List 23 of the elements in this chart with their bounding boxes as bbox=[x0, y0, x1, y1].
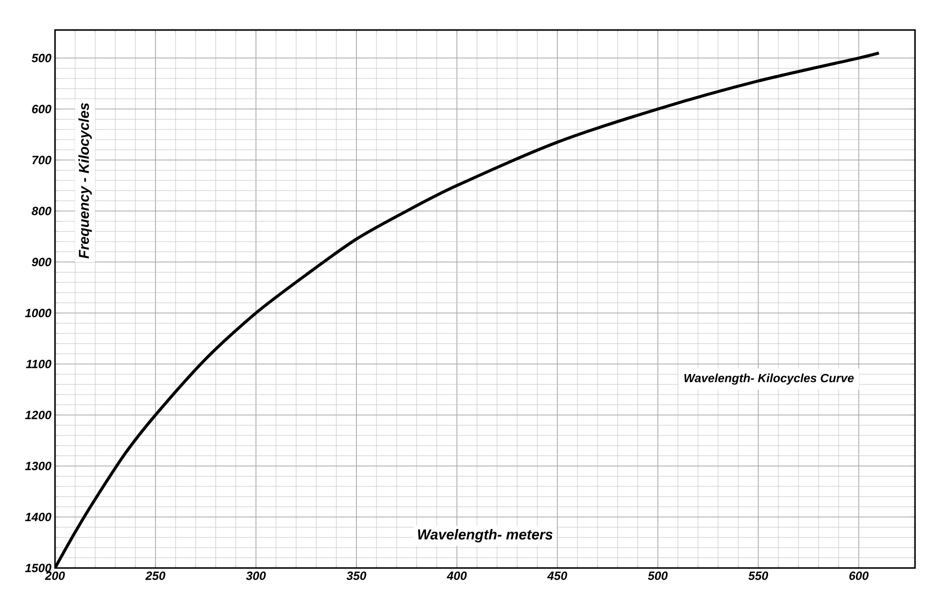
y-tick-label: 1500 bbox=[25, 564, 52, 572]
x-axis-title: Wavelength- meters bbox=[418, 529, 553, 542]
x-tick-label: 500 bbox=[648, 572, 668, 580]
x-tick-label: 300 bbox=[246, 572, 266, 580]
x-tick-label: 400 bbox=[446, 572, 467, 580]
y-tick-label: 1400 bbox=[25, 512, 52, 522]
x-tick-label: 600 bbox=[849, 572, 869, 580]
y-tick-label: 700 bbox=[32, 156, 52, 164]
y-tick-label: 1200 bbox=[25, 410, 52, 420]
x-tick-label: 250 bbox=[145, 572, 166, 580]
text: Wavelength- Kilocycles Curve bbox=[684, 374, 854, 385]
y-tick-label: 600 bbox=[32, 104, 52, 114]
y-tick-label: 1000 bbox=[25, 308, 52, 318]
y-tick-label: 800 bbox=[32, 206, 52, 216]
y-tick-label: 1300 bbox=[25, 462, 52, 470]
x-tick-label: 350 bbox=[346, 572, 366, 580]
y-tick-label: 500 bbox=[32, 54, 52, 62]
x-tick-label: 550 bbox=[748, 572, 768, 580]
y-tick-label: 900 bbox=[32, 258, 52, 266]
y-axis-title: Frequency - Kilocycles bbox=[78, 103, 92, 259]
x-tick-label: 450 bbox=[547, 572, 568, 580]
x-tick-label: 200 bbox=[44, 572, 65, 580]
y-tick-label: 1100 bbox=[26, 360, 52, 368]
